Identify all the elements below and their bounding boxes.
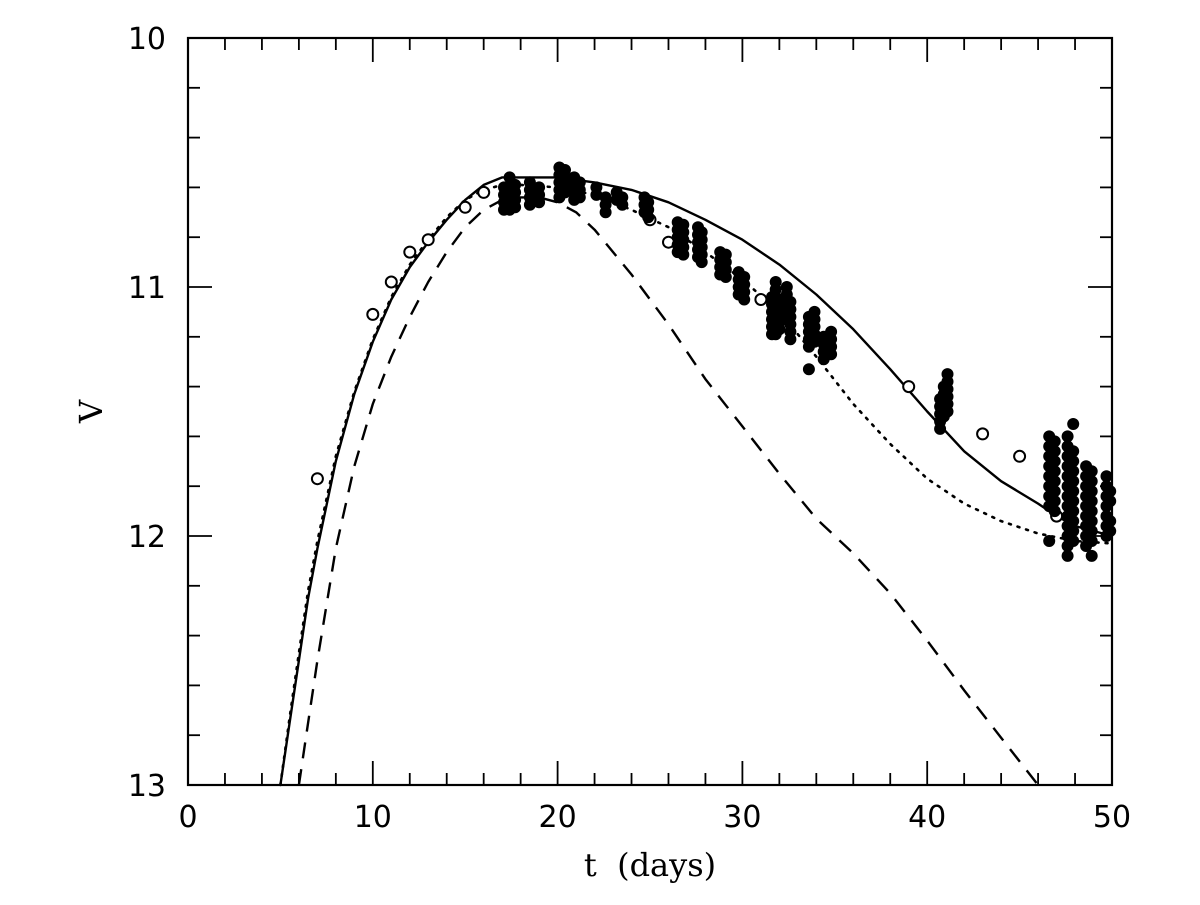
filled-data-point	[1085, 475, 1098, 488]
filled-data-point	[642, 211, 655, 224]
open-data-point	[976, 427, 990, 441]
filled-data-point	[509, 201, 522, 214]
filled-data-point	[1061, 430, 1074, 443]
filled-data-point	[695, 256, 708, 269]
open-data-point	[477, 185, 491, 199]
tick-labels: 0 10 20 30 40 50 10 11 12 13	[128, 22, 1131, 835]
filled-data-point	[1085, 485, 1098, 498]
filled-data-point	[1104, 495, 1117, 508]
filled-data-point	[573, 191, 586, 204]
open-data-point	[421, 233, 435, 247]
filled-data-point	[1048, 455, 1061, 468]
x-tick-label: 30	[723, 800, 761, 835]
y-tick-label: 12	[128, 520, 166, 555]
y-tick-label: 11	[128, 271, 166, 306]
filled-data-point	[533, 196, 546, 209]
filled-data-point	[1085, 515, 1098, 528]
filled-data-point	[825, 348, 838, 361]
filled-data-point	[1048, 435, 1061, 448]
filled-data-point	[1085, 505, 1098, 518]
filled-data-point	[802, 363, 815, 376]
open-data-point	[1013, 449, 1027, 463]
open-data-point	[403, 245, 417, 259]
filled-data-point	[1104, 485, 1117, 498]
series-line-solid	[279, 176, 1113, 786]
filled-data-point	[1085, 465, 1098, 478]
open-data-point	[458, 200, 472, 214]
y-tick-label: 13	[128, 769, 166, 804]
filled-data-point	[616, 198, 629, 211]
open-data-point	[754, 293, 768, 306]
y-axis-title: V	[72, 399, 110, 424]
filled-data-point	[1085, 549, 1098, 562]
filled-data-point	[1067, 495, 1080, 508]
filled-data-point	[1061, 549, 1074, 562]
filled-data-point	[1085, 495, 1098, 508]
filled-data-point	[719, 271, 732, 283]
x-tick-label: 40	[908, 800, 946, 835]
filled-data-point	[1067, 465, 1080, 478]
filled-data-point	[738, 293, 751, 306]
filled-data-point	[1067, 455, 1080, 468]
x-tick-label: 0	[178, 800, 197, 835]
filled-data-point	[773, 323, 786, 336]
filled-data-point	[1067, 485, 1080, 498]
filled-data-point	[677, 248, 690, 261]
axis-ticks	[187, 37, 1113, 786]
filled-data-point	[1043, 535, 1056, 547]
series-line-dashed	[297, 196, 1040, 786]
open-data-point	[384, 275, 398, 289]
plot-series	[279, 161, 1117, 787]
filled-data-point	[1104, 525, 1117, 537]
filled-data-point	[1067, 535, 1080, 547]
filled-data-point	[934, 422, 947, 435]
filled-data-point	[1048, 485, 1061, 498]
filled-data-point	[1048, 475, 1061, 488]
open-data-point	[310, 472, 324, 486]
y-tick-label: 10	[128, 22, 166, 57]
plot-frame	[186, 36, 1114, 787]
filled-data-point	[1048, 495, 1061, 508]
x-axis-title: t (days)	[584, 846, 716, 884]
x-tick-label: 50	[1093, 800, 1131, 835]
open-data-point	[902, 380, 916, 394]
filled-data-point	[1067, 515, 1080, 528]
filled-data-point	[1085, 535, 1098, 547]
filled-data-point	[1085, 525, 1098, 537]
filled-data-point	[599, 206, 612, 219]
open-data-point	[366, 307, 380, 321]
filled-data-point	[941, 405, 954, 418]
filled-data-point	[1067, 525, 1080, 537]
filled-data-point	[1067, 505, 1080, 518]
filled-data-point	[1067, 475, 1080, 488]
x-tick-label: 10	[354, 800, 392, 835]
filled-data-point	[1100, 470, 1113, 483]
filled-data-point	[1048, 465, 1061, 478]
filled-data-point	[1048, 445, 1061, 458]
filled-data-point	[1104, 515, 1117, 528]
filled-data-point	[784, 333, 797, 346]
filled-data-point	[1048, 505, 1061, 518]
filled-data-point	[1067, 418, 1080, 430]
x-tick-label: 20	[539, 800, 577, 835]
filled-data-point	[1067, 445, 1080, 458]
